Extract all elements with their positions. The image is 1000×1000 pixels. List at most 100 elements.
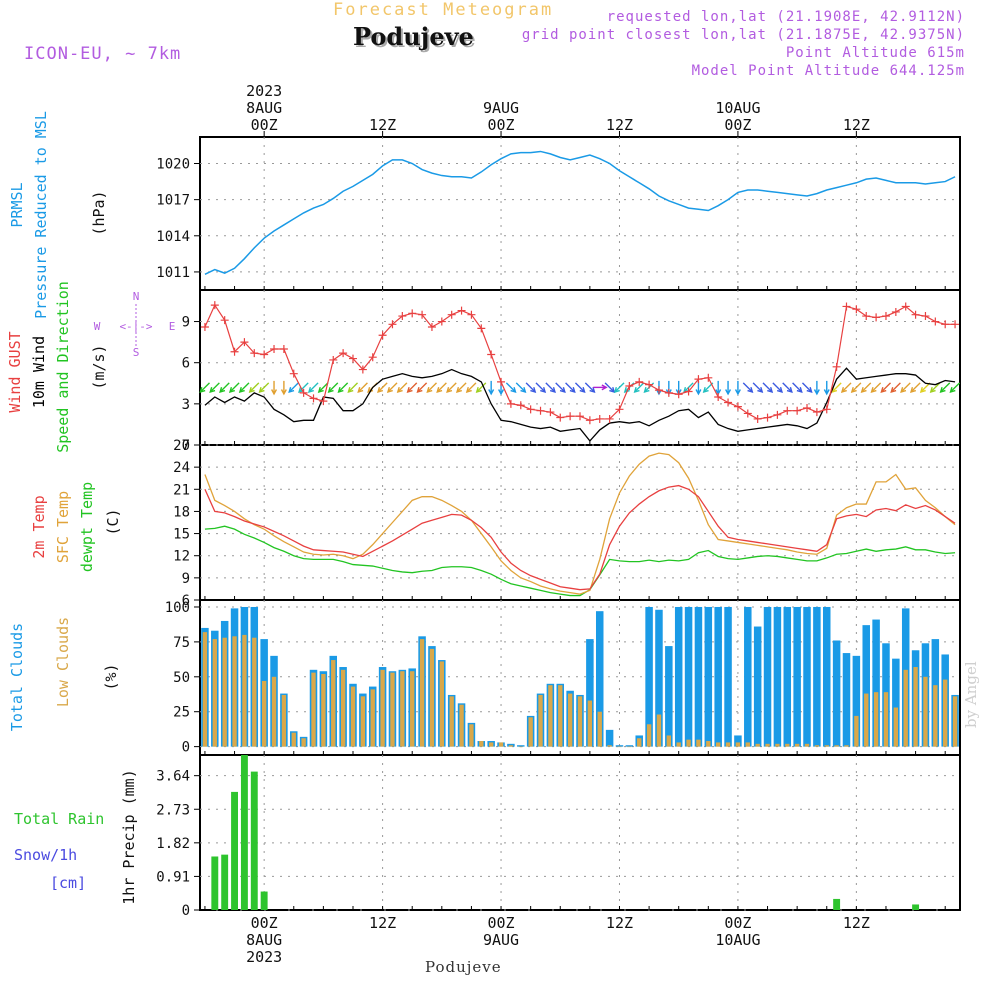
gust-marker	[684, 387, 693, 396]
pressure-unit-label: (hPa)	[90, 190, 108, 235]
arrow-head	[520, 386, 527, 393]
gust-marker	[230, 347, 239, 356]
total-cloud-bar	[852, 655, 861, 747]
wind-direction-arrow	[228, 382, 240, 393]
low-cloud-bar	[873, 692, 879, 747]
top-time-label: 9AUG	[483, 99, 519, 117]
low-cloud-bar	[834, 745, 839, 747]
wind-direction-arrow	[792, 382, 803, 393]
gust-marker	[645, 380, 654, 389]
y-tick-label: 21	[173, 482, 190, 498]
gust-marker	[270, 344, 279, 353]
arrow-shaft	[338, 382, 349, 393]
low-cloud-bar	[291, 732, 296, 747]
arrow-head	[776, 386, 783, 393]
arrow-shaft	[377, 382, 388, 393]
wind-direction-arrow	[840, 382, 852, 393]
arrow-head	[219, 386, 226, 393]
rain-bar	[912, 904, 920, 910]
low-cloud-bar	[380, 669, 385, 747]
gust-marker	[408, 309, 417, 318]
gust-marker	[674, 390, 683, 399]
arrow-head	[436, 386, 443, 393]
arrow-shaft	[219, 382, 230, 393]
low-cloud-bar	[548, 685, 553, 747]
bottom-time-label: 8AUG	[246, 931, 282, 949]
wind-direction-arrow	[377, 382, 388, 393]
low-cloud-bar	[903, 669, 908, 747]
label-layer: 1011101410171020036969121518212427025507…	[6, 82, 870, 966]
wind-direction-arrow	[584, 382, 596, 393]
arrow-head	[702, 386, 709, 393]
low-cloud-bar	[558, 685, 563, 747]
arrow-head	[317, 386, 324, 393]
arrow-shaft	[249, 382, 260, 393]
arrow-head	[767, 386, 774, 393]
low-cloud-bar	[410, 671, 415, 747]
snow-label: Snow/1h	[14, 846, 77, 864]
arrow-shaft	[466, 382, 477, 393]
y-tick-label: 6	[182, 593, 190, 609]
low-cloud-bar	[785, 743, 790, 747]
gust-marker	[427, 323, 436, 332]
arrow-head	[870, 386, 877, 393]
arrow-shaft	[515, 382, 526, 393]
low-cloud-bar	[222, 637, 227, 747]
rain-bar	[260, 891, 268, 910]
arrow-head	[426, 386, 433, 393]
meteogram-subtitle: Forecast Meteogram	[333, 0, 554, 20]
gust-marker	[378, 331, 387, 340]
gust-marker	[664, 388, 673, 397]
arrow-shaft	[742, 382, 753, 393]
y-tick-label: 3.64	[156, 769, 190, 785]
gust-marker	[358, 365, 367, 374]
low-cloud-bar	[893, 707, 899, 747]
precip-unit-label: 1hr Precip (mm)	[120, 769, 138, 904]
gust-marker	[457, 306, 466, 315]
low-cloud-bar	[301, 738, 306, 747]
total-cloud-bar	[684, 606, 693, 747]
wind-direction-arrow	[604, 382, 616, 393]
arrow-shaft	[387, 382, 398, 393]
arrow-head	[601, 384, 608, 391]
wind-direction-arrow	[337, 382, 349, 393]
arrow-shaft	[604, 382, 615, 393]
wind-direction-arrow	[465, 382, 477, 393]
wind-unit-label: (m/s)	[90, 344, 108, 389]
arrow-shaft	[426, 382, 437, 393]
wind-direction-arrow	[910, 382, 921, 393]
panel-frame-pressure	[199, 136, 961, 291]
arrow-head	[446, 386, 453, 393]
wind-direction-arrow	[199, 382, 210, 393]
arrow-head	[949, 386, 956, 393]
low-cloud-bar	[360, 696, 366, 747]
panel-layer	[194, 131, 961, 911]
top-time-label: 00Z	[724, 116, 751, 134]
arrow-head	[633, 386, 640, 393]
gust-marker	[477, 324, 486, 333]
total-cloud-bar	[773, 606, 782, 747]
gust-marker	[388, 320, 397, 329]
gust-marker	[289, 369, 298, 378]
y-tick-label: 0	[182, 903, 190, 919]
low-cloud-bar	[232, 636, 237, 747]
wind-direction-arrow	[782, 382, 793, 393]
arrow-head	[488, 389, 495, 396]
wind-direction-arrow	[396, 382, 408, 393]
y-tick-label: 1020	[156, 157, 190, 173]
gust-marker	[803, 403, 812, 412]
arrow-shaft	[505, 382, 516, 393]
low-cloud-bar	[646, 724, 652, 747]
gust-marker	[260, 350, 269, 359]
arrow-shaft	[565, 382, 576, 393]
gust-marker	[724, 398, 733, 407]
gust-marker	[694, 375, 703, 384]
arrow-shaft	[861, 382, 872, 393]
low-cloud-bar	[745, 742, 750, 747]
snow-unit-label: [cm]	[50, 874, 86, 892]
y-tick-label: 3	[182, 397, 190, 413]
arrow-head	[347, 386, 354, 393]
low-cloud-bar	[725, 742, 731, 747]
low-cloud-bar	[419, 639, 425, 747]
low-cloud-bar	[854, 715, 859, 747]
